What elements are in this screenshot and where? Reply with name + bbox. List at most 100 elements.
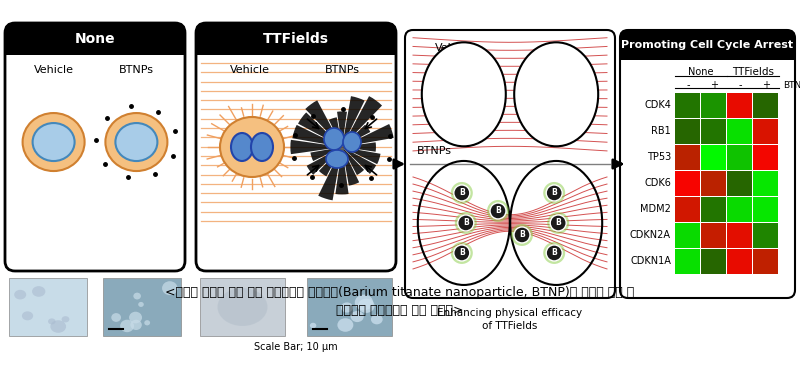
- Ellipse shape: [354, 295, 373, 310]
- Ellipse shape: [231, 133, 253, 161]
- Ellipse shape: [324, 128, 344, 150]
- Text: TTFields: TTFields: [732, 67, 774, 77]
- Ellipse shape: [514, 42, 598, 146]
- Wedge shape: [342, 142, 376, 152]
- FancyBboxPatch shape: [196, 23, 396, 271]
- Text: B: B: [551, 188, 557, 198]
- Wedge shape: [306, 100, 342, 147]
- Bar: [727, 145, 752, 170]
- Circle shape: [487, 200, 509, 222]
- Ellipse shape: [358, 299, 374, 313]
- Bar: [727, 93, 752, 118]
- Bar: [753, 145, 778, 170]
- Ellipse shape: [14, 290, 26, 299]
- Ellipse shape: [310, 323, 316, 328]
- Bar: [701, 93, 726, 118]
- Text: BTNPs: BTNPs: [417, 146, 452, 156]
- Bar: [620, 45, 795, 60]
- Bar: [727, 171, 752, 196]
- Ellipse shape: [422, 42, 506, 146]
- Bar: [675, 93, 700, 118]
- Text: CDKN2A: CDKN2A: [630, 230, 671, 240]
- Text: CDK4: CDK4: [644, 100, 671, 110]
- Bar: [753, 93, 778, 118]
- Wedge shape: [335, 147, 349, 194]
- Text: 세포증식 억제효과에 대한 모식도>: 세포증식 억제효과에 대한 모식도>: [336, 304, 464, 317]
- Text: Scale Bar; 10 μm: Scale Bar; 10 μm: [254, 342, 338, 352]
- Text: B: B: [463, 219, 469, 227]
- Bar: [753, 119, 778, 144]
- Circle shape: [514, 227, 530, 243]
- Wedge shape: [342, 147, 359, 186]
- Bar: [701, 145, 726, 170]
- Bar: [307, 278, 392, 336]
- Text: CDK6: CDK6: [644, 178, 671, 188]
- Bar: [5, 39, 185, 55]
- Circle shape: [454, 212, 477, 234]
- Text: Vehicle: Vehicle: [230, 65, 270, 75]
- FancyBboxPatch shape: [196, 23, 396, 55]
- FancyBboxPatch shape: [620, 30, 795, 60]
- Ellipse shape: [120, 320, 134, 332]
- Wedge shape: [342, 147, 376, 174]
- Wedge shape: [342, 124, 394, 147]
- Bar: [701, 171, 726, 196]
- Bar: [196, 39, 396, 55]
- Ellipse shape: [134, 293, 141, 299]
- Ellipse shape: [144, 320, 150, 325]
- Circle shape: [543, 182, 565, 204]
- Text: B: B: [555, 219, 561, 227]
- Circle shape: [547, 212, 570, 234]
- Bar: [727, 197, 752, 222]
- Text: B: B: [551, 249, 557, 257]
- Text: B: B: [459, 249, 465, 257]
- Bar: [675, 119, 700, 144]
- Ellipse shape: [350, 311, 364, 322]
- Ellipse shape: [218, 288, 267, 326]
- Bar: [701, 249, 726, 274]
- Ellipse shape: [22, 113, 85, 171]
- Bar: [9, 278, 87, 336]
- Circle shape: [546, 185, 562, 201]
- Ellipse shape: [341, 302, 353, 313]
- Bar: [675, 145, 700, 170]
- Circle shape: [543, 242, 565, 264]
- Text: TTFields: TTFields: [263, 32, 329, 46]
- Ellipse shape: [343, 132, 361, 152]
- Ellipse shape: [48, 318, 56, 324]
- Bar: [103, 278, 181, 336]
- FancyBboxPatch shape: [620, 30, 795, 298]
- Ellipse shape: [129, 312, 142, 323]
- Wedge shape: [342, 96, 365, 147]
- Ellipse shape: [22, 311, 33, 320]
- Bar: [701, 197, 726, 222]
- Circle shape: [458, 215, 474, 231]
- Text: Promoting Cell Cycle Arrest: Promoting Cell Cycle Arrest: [622, 40, 794, 50]
- Text: B: B: [519, 231, 525, 239]
- Text: BTNPs: BTNPs: [783, 81, 800, 90]
- Ellipse shape: [338, 318, 354, 332]
- Wedge shape: [306, 147, 342, 175]
- Wedge shape: [329, 117, 342, 147]
- Ellipse shape: [162, 281, 178, 295]
- Wedge shape: [342, 96, 382, 147]
- Text: TP53: TP53: [646, 152, 671, 162]
- Wedge shape: [310, 147, 342, 161]
- Ellipse shape: [111, 313, 121, 322]
- Bar: [753, 249, 778, 274]
- Text: B: B: [495, 206, 501, 216]
- Ellipse shape: [326, 150, 348, 168]
- Circle shape: [550, 215, 566, 231]
- Circle shape: [490, 203, 506, 219]
- Ellipse shape: [50, 320, 66, 333]
- Wedge shape: [292, 125, 342, 147]
- Bar: [727, 223, 752, 248]
- Bar: [675, 223, 700, 248]
- FancyBboxPatch shape: [5, 23, 185, 271]
- Bar: [727, 119, 752, 144]
- Wedge shape: [319, 147, 342, 176]
- Text: Vehicle: Vehicle: [34, 65, 74, 75]
- Circle shape: [511, 224, 533, 246]
- Circle shape: [546, 245, 562, 261]
- Bar: [753, 197, 778, 222]
